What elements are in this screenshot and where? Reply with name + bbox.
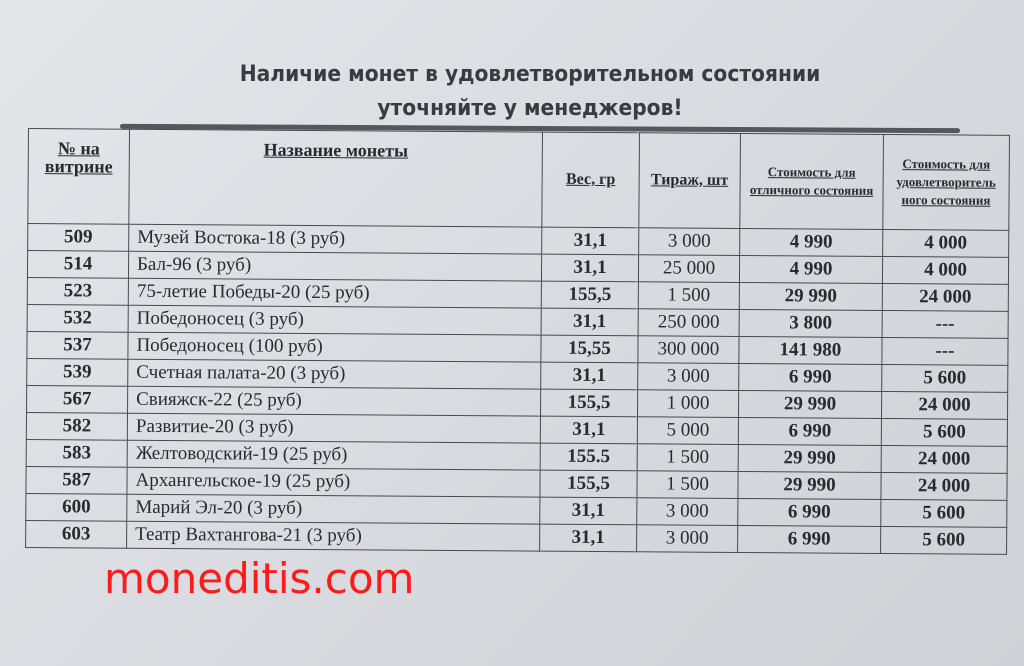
cell-showcase-no: 532 [27, 304, 129, 333]
cell-price-satisfactory: 5 600 [881, 418, 1008, 447]
cell-mintage: 300 000 [637, 335, 740, 364]
cell-price-satisfactory: 4 000 [882, 256, 1009, 285]
cell-weight: 31,1 [540, 362, 638, 390]
cell-coin-name: Победоносец (3 руб) [128, 305, 542, 336]
cell-showcase-no: 514 [27, 250, 129, 279]
cell-showcase-no: 537 [26, 331, 129, 360]
table-row: 603 Театр Вахтангова-21 (3 руб) 31,1 3 000 6… [25, 520, 1007, 555]
cell-coin-name: Развитие-20 (3 руб) [127, 413, 541, 444]
cell-price-excellent: 6 990 [737, 498, 881, 527]
coin-table: № на витрине Название монеты Вес, гр Тир… [25, 128, 1010, 555]
cell-price-satisfactory: 5 600 [881, 364, 1008, 393]
cell-coin-name: Счетная палата-20 (3 руб) [127, 359, 541, 390]
header-showcase-no: № на витрине [27, 128, 130, 225]
cell-price-excellent: 4 990 [739, 255, 883, 284]
document-title: Наличие монет в удовлетворительном состо… [153, 58, 907, 126]
cell-weight: 31,1 [539, 524, 637, 552]
cell-weight: 31,1 [541, 254, 639, 282]
cell-price-satisfactory: 24 000 [880, 472, 1008, 501]
cell-weight: 31,1 [541, 308, 639, 336]
cell-mintage: 25 000 [638, 254, 740, 283]
cell-coin-name: Свияжск-22 (25 руб) [127, 386, 541, 417]
title-line-2: уточняйте у менеджеров! [377, 96, 683, 121]
cell-price-excellent: 3 800 [739, 309, 883, 338]
cell-price-satisfactory: --- [882, 310, 1009, 339]
cell-price-excellent: 29 990 [738, 390, 882, 419]
cell-coin-name: Архангельское-19 (25 руб) [126, 467, 541, 498]
cell-mintage: 3 000 [636, 497, 738, 526]
cell-coin-name: Победоносец (100 руб) [127, 332, 542, 363]
cell-price-excellent: 141 980 [738, 336, 883, 365]
cell-showcase-no: 587 [25, 466, 128, 495]
cell-weight: 31,1 [540, 416, 638, 444]
cell-mintage: 3 000 [636, 524, 738, 553]
cell-coin-name: 75-летие Победы-20 (25 руб) [128, 278, 542, 309]
cell-weight: 155.5 [540, 443, 638, 471]
cell-coin-name: Марий Эл-20 (3 руб) [126, 494, 540, 525]
cell-mintage: 1 000 [637, 389, 739, 418]
cell-showcase-no: 523 [27, 277, 129, 306]
cell-price-satisfactory: 24 000 [882, 283, 1009, 312]
cell-price-satisfactory: --- [881, 337, 1009, 366]
cell-price-excellent: 6 990 [738, 417, 882, 446]
cell-mintage: 3 000 [637, 362, 739, 391]
table-header-row: № на витрине Название монеты Вес, гр Тир… [27, 128, 1010, 231]
cell-showcase-no: 583 [26, 439, 128, 468]
cell-price-excellent: 6 990 [737, 525, 881, 554]
header-coin-name: Название монеты [128, 129, 543, 228]
cell-price-excellent: 29 990 [738, 444, 882, 473]
cell-price-satisfactory: 24 000 [881, 445, 1008, 474]
cell-showcase-no: 509 [27, 223, 129, 252]
cell-mintage: 1 500 [637, 443, 739, 472]
cell-weight: 155,5 [540, 389, 638, 417]
cell-mintage: 1 500 [636, 470, 739, 499]
cell-price-excellent: 4 990 [739, 228, 883, 257]
cell-coin-name: Музей Востока-18 (3 руб) [128, 224, 542, 255]
cell-coin-name: Желтоводский-19 (25 руб) [127, 440, 541, 471]
cell-showcase-no: 600 [25, 493, 127, 522]
cell-weight: 155,5 [541, 281, 639, 309]
cell-weight: 31,1 [539, 497, 637, 525]
cell-price-excellent: 6 990 [738, 363, 882, 392]
watermark: moneditis.com [104, 554, 415, 603]
cell-showcase-no: 567 [26, 385, 128, 414]
cell-weight: 15,55 [540, 335, 639, 363]
cell-price-satisfactory: 24 000 [881, 391, 1008, 420]
cell-price-satisfactory: 5 600 [880, 526, 1007, 555]
cell-showcase-no: 582 [26, 412, 128, 441]
cell-price-satisfactory: 4 000 [882, 229, 1009, 258]
title-line-1: Наличие монет в удовлетворительном состо… [239, 62, 821, 87]
cell-coin-name: Театр Вахтангова-21 (3 руб) [126, 521, 540, 552]
cell-mintage: 5 000 [637, 416, 739, 445]
cell-mintage: 250 000 [638, 308, 740, 337]
cell-mintage: 1 500 [638, 281, 740, 310]
cell-showcase-no: 539 [26, 358, 128, 387]
cell-price-excellent: 29 990 [739, 282, 883, 311]
cell-showcase-no: 603 [25, 520, 127, 549]
cell-weight: 155,5 [539, 470, 638, 498]
cell-coin-name: Бал-96 (3 руб) [128, 251, 542, 282]
cell-mintage: 3 000 [638, 227, 740, 256]
cell-weight: 31,1 [541, 227, 639, 255]
header-price-satisfactory: Стоимость для удовлетворитель ного состо… [882, 134, 1010, 231]
header-mintage: Тираж, шт [638, 132, 741, 229]
cell-price-satisfactory: 5 600 [880, 499, 1007, 528]
header-price-excellent: Стоимость для отличного состояния [739, 133, 884, 230]
header-weight: Вес, гр [541, 132, 640, 228]
cell-price-excellent: 29 990 [737, 471, 882, 500]
